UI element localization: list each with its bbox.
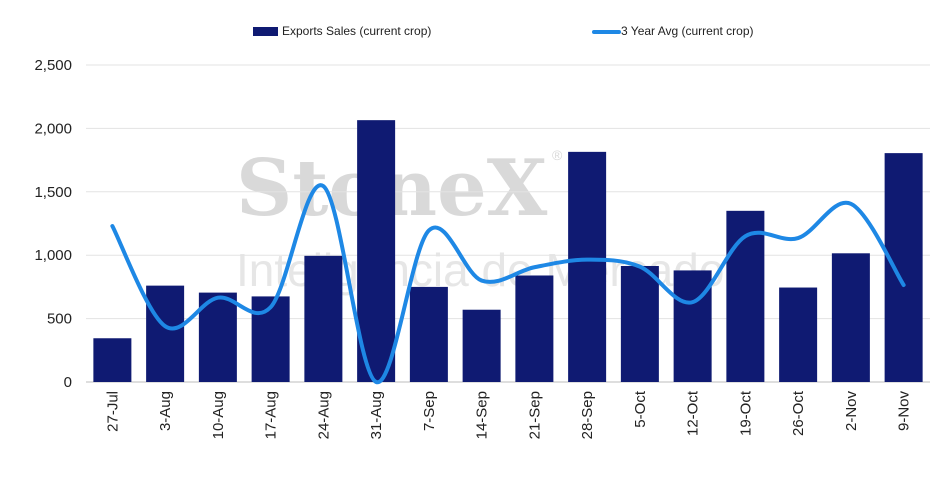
x-tick-label: 17-Aug <box>263 391 280 439</box>
y-tick-label: 2,000 <box>34 120 72 137</box>
x-tick-label: 19-Oct <box>737 390 754 436</box>
legend-swatch-bar <box>253 27 278 36</box>
x-tick-label: 14-Sep <box>474 391 491 439</box>
bar <box>93 338 132 382</box>
bar <box>409 286 448 382</box>
x-tick-label: 5-Oct <box>632 390 649 428</box>
y-tick-label: 2,500 <box>34 57 72 74</box>
bar <box>884 153 923 382</box>
bar <box>673 270 712 382</box>
bar <box>779 287 818 382</box>
bar <box>831 253 870 382</box>
bar <box>462 309 501 382</box>
bar <box>568 151 607 382</box>
y-tick-label: 0 <box>64 374 72 391</box>
x-tick-label: 12-Oct <box>685 390 702 436</box>
x-tick-label: 3-Aug <box>157 391 174 431</box>
legend-item-bar: Exports Sales (current crop) <box>253 24 431 38</box>
x-axis: 27-Jul 3-Aug 10-Aug 17-Aug 24-Aug 31-Aug 7-Sep… <box>104 390 912 439</box>
y-tick-label: 500 <box>47 311 72 328</box>
avg-line <box>110 183 906 384</box>
watermark-registered-mark: ® <box>552 147 563 163</box>
bar <box>146 285 185 382</box>
bar <box>620 265 659 382</box>
legend: Exports Sales (current crop) 3 Year Avg … <box>253 24 754 38</box>
legend-item-line: 3 Year Avg (current crop) <box>592 24 754 38</box>
x-tick-label: 24-Aug <box>315 391 332 439</box>
x-tick-label: 26-Oct <box>790 390 807 436</box>
x-tick-label: 10-Aug <box>210 391 227 439</box>
bar <box>726 210 765 382</box>
bar <box>515 275 554 382</box>
bar <box>304 255 343 382</box>
line-series <box>110 183 906 384</box>
y-tick-label: 1,500 <box>34 184 72 201</box>
x-tick-label: 27-Jul <box>104 391 121 432</box>
x-tick-label: 7-Sep <box>421 391 438 431</box>
x-tick-label: 9-Nov <box>896 391 913 432</box>
x-tick-label: 31-Aug <box>368 391 385 439</box>
y-axis: 0 500 1,000 1,500 2,000 2,500 <box>34 57 72 391</box>
y-tick-label: 1,000 <box>34 247 72 264</box>
x-tick-label: 2-Nov <box>843 391 860 432</box>
bar-series <box>93 120 923 383</box>
bar <box>357 120 396 383</box>
legend-label-bar: Exports Sales (current crop) <box>282 24 431 38</box>
x-tick-label: 28-Sep <box>579 391 596 439</box>
x-tick-label: 21-Sep <box>526 391 543 439</box>
legend-label-line: 3 Year Avg (current crop) <box>621 24 754 38</box>
bar <box>251 296 290 382</box>
